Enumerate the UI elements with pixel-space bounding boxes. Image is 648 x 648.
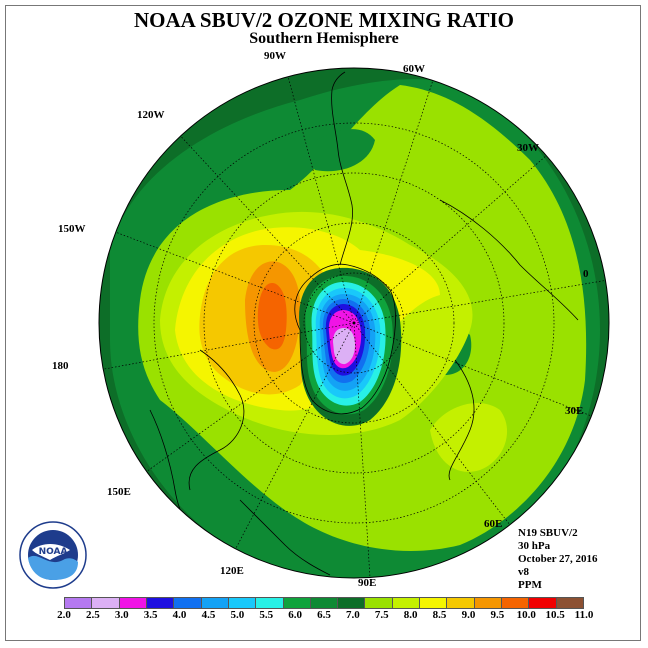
colorbar-tick-label: 6.0 [288,609,302,621]
colorbar-swatch [283,598,311,608]
colorbar-tick-label: 9.5 [490,609,505,621]
colorbar-ticks: 2.0 2.5 3.0 3.5 4.0 4.5 5.0 5.5 6.0 6.5 7.0 7.5 8.0 8… [57,609,593,623]
map-border [98,67,610,579]
colorbar-swatch [310,598,339,608]
label-150w: 150W [58,223,86,235]
field-band-8-0-b [430,402,508,472]
colorbar-swatch [447,598,475,608]
colorbar-swatch [228,598,257,608]
colorbar-swatch [365,598,393,608]
colorbar-swatch [65,598,93,608]
colorbar-tick-label: 4.5 [201,609,216,621]
colorbar-swatch [502,598,530,608]
label-120e: 120E [220,565,244,577]
colorbar-tick-label: 11.0 [574,609,594,621]
label-0: 0 [583,268,589,280]
colorbar-swatch [119,598,147,608]
figure-frame [5,5,641,641]
field-band-10-0 [257,283,287,350]
label-60w: 60W [403,63,425,75]
coastlines [149,71,579,576]
info-units: PPM [518,579,542,591]
colorbar-tick-label: 6.5 [317,609,331,621]
colorbar-tick-label: 2.5 [86,609,100,621]
info-satellite: N19 SBUV/2 [518,527,578,539]
colorbar-swatch [146,598,175,608]
colorbar-swatch [556,598,583,608]
label-180: 180 [52,360,69,372]
colorbar-tick-label: 2.0 [57,609,71,621]
colorbar-tick-label: 10.5 [545,609,565,621]
info-version: v8 [518,566,529,578]
info-date: October 27, 2016 [518,553,598,565]
map-title: NOAA SBUV/2 OZONE MIXING RATIO [134,8,514,32]
noaa-logo: NOAA [19,521,87,589]
colorbar-tick-label: 9.0 [461,609,476,621]
latitude-circles [153,122,555,524]
colorbar-tick-label: 5.5 [259,609,274,621]
colorbar-swatch [420,598,448,608]
noaa-logo-text: NOAA [39,547,68,557]
label-90w: 90W [264,50,286,62]
info-level: 30 hPa [518,540,551,552]
colorbar-swatch [392,598,421,608]
colorbar [64,597,584,609]
colorbar-tick-label: 7.0 [346,609,360,621]
colorbar-swatch [474,598,502,608]
label-30e: 30E [565,405,584,417]
field-hole-2-5 [333,328,355,365]
colorbar-tick-label: 4.0 [172,609,187,621]
colorbar-tick-label: 7.5 [374,609,389,621]
colorbar-tick-label: 3.0 [114,609,129,621]
colorbar-tick-label: 3.5 [143,609,158,621]
label-60e: 60E [484,518,503,530]
label-30w: 30W [517,142,539,154]
info-block: N19 SBUV/2 30 hPa October 27, 2016 v8 PP… [518,527,598,592]
label-90e: 90E [358,577,377,589]
colorbar-tick-label: 5.0 [230,609,245,621]
field-pocket-6-5-a [300,129,375,172]
colorbar-swatch [338,598,366,608]
colorbar-tick-label: 8.5 [432,609,447,621]
colorbar-swatch [529,598,557,608]
colorbar-tick-label: 8.0 [403,609,418,621]
colorbar-swatch [174,598,202,608]
label-120w: 120W [137,109,165,121]
label-150e: 150E [107,486,131,498]
colorbar-swatch [256,598,284,608]
map-subtitle: Southern Hemisphere [249,30,399,47]
colorbar-swatch [92,598,120,608]
colorbar-tick-label: 10.0 [516,609,536,621]
colorbar-swatch [201,598,229,608]
